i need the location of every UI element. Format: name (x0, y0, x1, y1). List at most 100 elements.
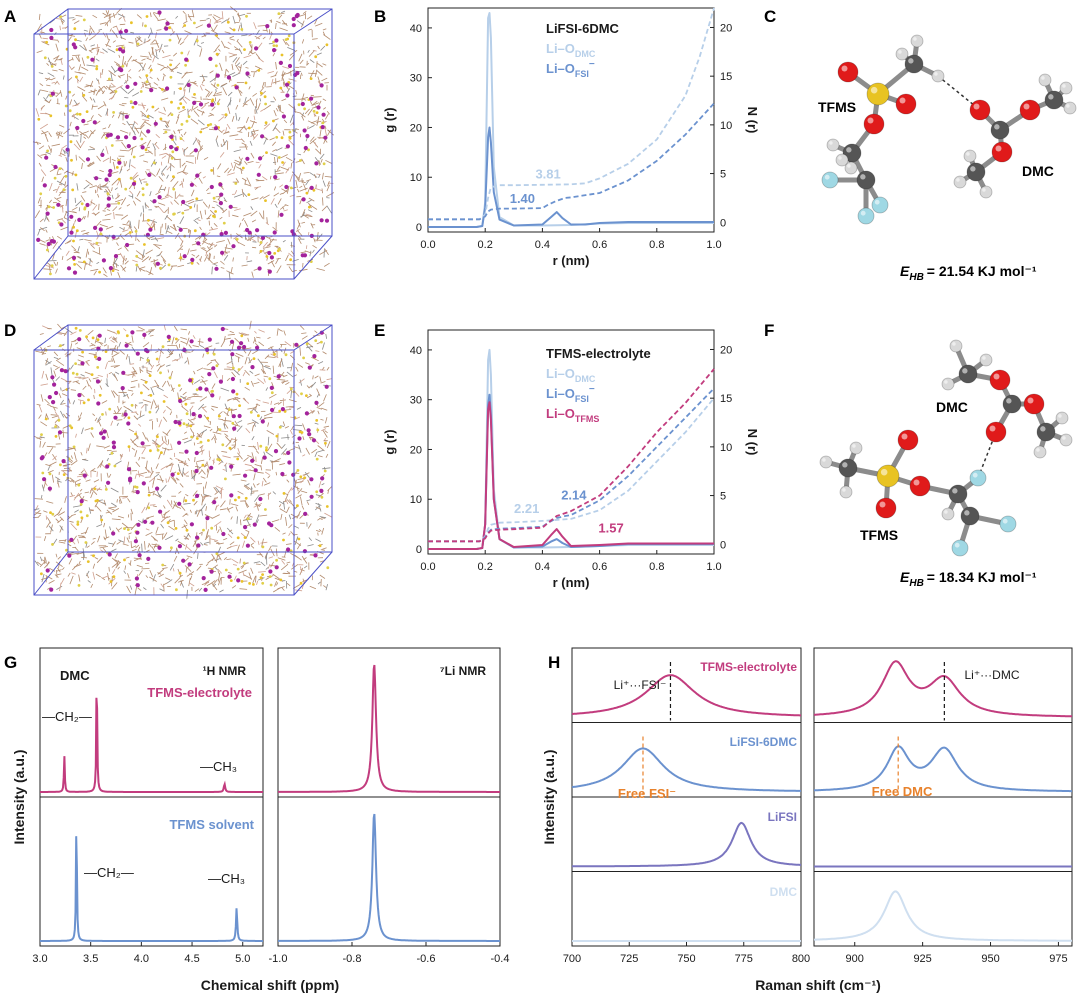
bond (252, 241, 257, 243)
atom-s (147, 218, 150, 222)
bond (48, 132, 52, 138)
bond (132, 92, 140, 97)
bond (61, 567, 65, 571)
bond (196, 367, 204, 372)
atom-li (220, 250, 225, 255)
bond (238, 222, 242, 228)
bond (209, 19, 212, 25)
atom-s (215, 364, 219, 368)
bond (89, 146, 95, 150)
bond (228, 463, 235, 465)
atom-c (948, 484, 968, 504)
bond (36, 50, 43, 53)
bond (105, 85, 114, 92)
bond (166, 405, 172, 411)
bond (267, 475, 271, 479)
atom-li (314, 400, 319, 405)
bond (263, 375, 269, 378)
atom-li (113, 254, 119, 259)
bond (38, 514, 41, 518)
bond (208, 243, 213, 247)
bond (241, 188, 244, 197)
bond (268, 393, 277, 399)
atom-s (84, 541, 88, 544)
bond (272, 573, 280, 580)
bond (41, 370, 45, 379)
atom-li (90, 57, 95, 62)
bond (210, 226, 214, 230)
atom-s (170, 113, 174, 116)
bond (302, 436, 305, 441)
bond (256, 179, 265, 182)
bond (158, 573, 164, 578)
bond (48, 580, 55, 584)
bond (51, 474, 54, 483)
bond (111, 582, 118, 590)
bond (198, 177, 203, 184)
atom-li (146, 556, 151, 562)
atom-highlight (1023, 103, 1030, 110)
bond (202, 176, 206, 179)
bond (258, 571, 266, 573)
bond (284, 498, 289, 505)
atom-li (291, 23, 296, 28)
bond (297, 153, 302, 156)
atom-li (297, 436, 302, 441)
atom-s (302, 356, 305, 360)
atom-s (62, 473, 66, 476)
bond (87, 251, 90, 255)
bond (180, 461, 189, 467)
atom-s (269, 583, 273, 587)
bond (318, 492, 324, 498)
atom-s (264, 102, 267, 106)
x-tick-label: 4.0 (134, 953, 149, 965)
bond (182, 10, 186, 15)
bond (147, 32, 152, 39)
bond (209, 421, 211, 425)
x-tick-label: 0.4 (535, 561, 550, 573)
bond (173, 130, 176, 135)
bond (259, 493, 265, 496)
atom-s (135, 254, 139, 258)
bond (217, 554, 222, 561)
atom-s (93, 487, 97, 491)
bond (129, 225, 134, 234)
bond (85, 37, 88, 42)
bond (291, 426, 294, 431)
atom-h (849, 441, 863, 455)
bond (72, 93, 75, 97)
bond (56, 261, 59, 266)
bond (124, 260, 129, 265)
atom-s (298, 430, 302, 434)
bond (167, 112, 172, 117)
bond (155, 191, 161, 196)
bond (96, 78, 99, 82)
bond (207, 257, 213, 264)
atom-highlight (973, 103, 980, 110)
bond (105, 145, 109, 155)
atom-li (242, 344, 247, 350)
atom-s (177, 106, 181, 110)
bond (311, 356, 319, 362)
legend-entry: Li–OTFMS (546, 406, 599, 424)
legend-sup: − (589, 384, 595, 395)
bond (264, 123, 268, 127)
bond (175, 116, 180, 124)
bond (85, 359, 90, 362)
bond (48, 525, 54, 532)
bond (150, 86, 158, 90)
bond (276, 147, 283, 152)
bond (60, 131, 63, 135)
bond (306, 199, 312, 204)
bond (122, 543, 129, 546)
atom-li (117, 67, 122, 72)
bond (167, 186, 170, 196)
bond (200, 126, 208, 130)
bond (145, 575, 149, 578)
bond (147, 372, 151, 375)
bond (134, 404, 137, 409)
bond (290, 122, 294, 126)
bond (180, 505, 186, 511)
bond (139, 130, 142, 137)
